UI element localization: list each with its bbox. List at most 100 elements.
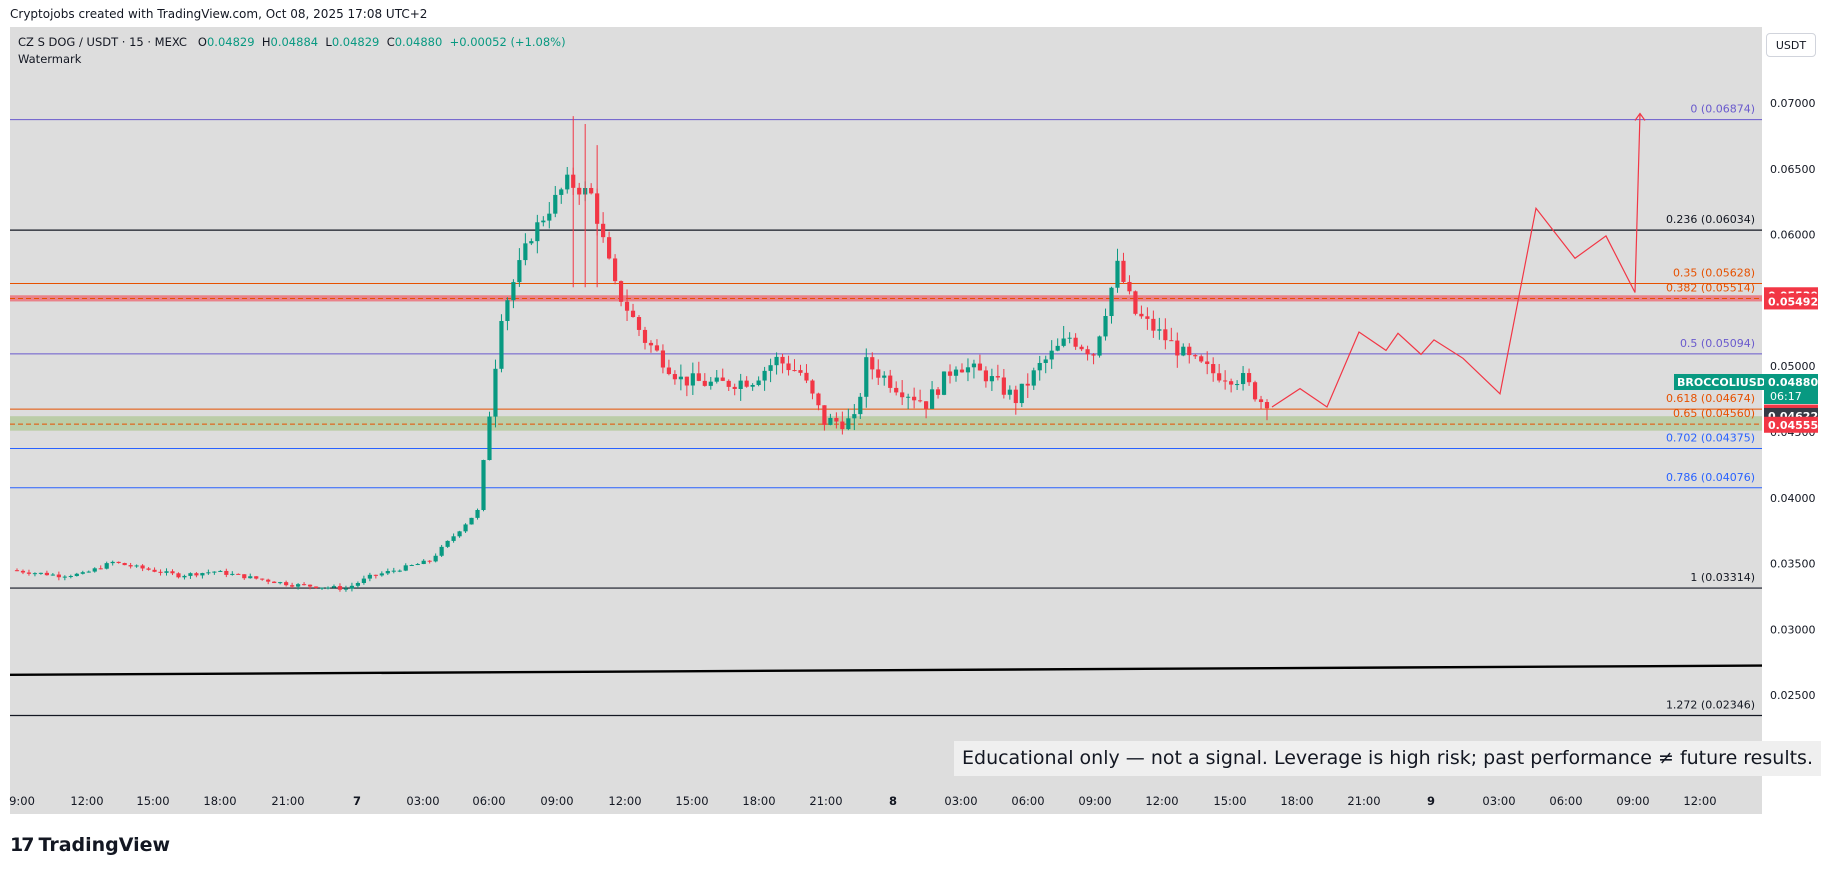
y-tick-label: 0.03000 bbox=[1770, 623, 1816, 636]
price-tag bbox=[1764, 373, 1818, 404]
fib-label-0.702: 0.702 (0.04375) bbox=[1666, 431, 1755, 444]
candle-body bbox=[965, 367, 971, 373]
candle-body bbox=[44, 572, 49, 576]
candle-body bbox=[792, 370, 797, 372]
x-tick-label: 21:00 bbox=[271, 794, 304, 808]
x-tick-label: 12:00 bbox=[608, 794, 641, 808]
candle-body bbox=[947, 371, 953, 376]
x-tick-label: 06:00 bbox=[1549, 794, 1582, 808]
low-label: L bbox=[325, 35, 332, 49]
tradingview-logo[interactable]: 17 TradingView bbox=[10, 834, 170, 856]
candle-body bbox=[481, 460, 486, 511]
candle-body bbox=[1223, 380, 1228, 382]
candle-body bbox=[624, 301, 630, 311]
fib-label-1.272: 1.272 (0.02346) bbox=[1666, 698, 1755, 711]
candle-body bbox=[403, 565, 408, 571]
price-tag-text: 0.04555 bbox=[1768, 419, 1818, 432]
candle-body bbox=[433, 555, 438, 562]
x-tick-label: 18:00 bbox=[203, 794, 236, 808]
candle-body bbox=[20, 570, 26, 573]
candle-body bbox=[176, 573, 181, 578]
candle-body bbox=[714, 377, 719, 382]
candle-body bbox=[1235, 384, 1240, 386]
candle-body bbox=[1187, 346, 1192, 356]
candle-body bbox=[493, 368, 498, 417]
symbol-price-tag bbox=[1674, 373, 1764, 390]
candle-body bbox=[912, 396, 917, 401]
candle-body bbox=[80, 572, 85, 574]
high-value: 0.04884 bbox=[270, 35, 319, 49]
candle-body bbox=[959, 369, 965, 373]
candle-body bbox=[14, 570, 20, 572]
candle-body bbox=[1085, 349, 1090, 355]
x-tick-label: 18:00 bbox=[1280, 794, 1313, 808]
symbol-title[interactable]: CZ S DOG / USDT · 15 · MEXC bbox=[18, 35, 187, 49]
candle-body bbox=[511, 282, 516, 301]
candle-body bbox=[361, 578, 366, 584]
candle-body bbox=[804, 372, 809, 381]
candle-body bbox=[834, 417, 839, 422]
candle-body bbox=[367, 574, 372, 579]
candle-body bbox=[236, 573, 241, 575]
price-tag bbox=[1764, 416, 1818, 433]
candle-body bbox=[768, 365, 773, 371]
candle-body bbox=[230, 573, 235, 575]
currency-unit-button[interactable]: USDT bbox=[1766, 33, 1816, 57]
candle-body bbox=[894, 387, 899, 393]
candle-body bbox=[1151, 318, 1156, 331]
candle-body bbox=[451, 536, 456, 541]
candle-body bbox=[206, 572, 211, 574]
candle-body bbox=[1103, 316, 1108, 337]
symbol-legend: CZ S DOG / USDT · 15 · MEXC O0.04829 H0.… bbox=[18, 34, 566, 68]
candle-body bbox=[254, 576, 259, 579]
candle-body bbox=[415, 564, 420, 566]
candle-body bbox=[541, 220, 546, 223]
candle-body bbox=[266, 579, 271, 582]
candle-body bbox=[900, 392, 905, 398]
candle-body bbox=[212, 571, 217, 573]
candle-body bbox=[68, 576, 73, 578]
candle-body bbox=[517, 260, 522, 283]
candle-body bbox=[439, 546, 444, 556]
x-tick-label: 06:00 bbox=[1011, 794, 1044, 808]
candle-body bbox=[654, 345, 660, 351]
candle-body bbox=[1091, 354, 1096, 356]
candle-body bbox=[822, 405, 827, 425]
candle-body bbox=[1246, 373, 1252, 383]
candle-body bbox=[1133, 291, 1138, 314]
candle-body bbox=[128, 565, 133, 567]
candle-body bbox=[457, 531, 462, 537]
open-value: 0.04829 bbox=[206, 35, 255, 49]
close-value: 0.04880 bbox=[394, 35, 443, 49]
projection-arrow bbox=[1634, 112, 1646, 121]
candle-body bbox=[852, 414, 857, 419]
candle-body bbox=[547, 213, 552, 221]
candle-body bbox=[260, 578, 265, 580]
y-tick-label: 0.06000 bbox=[1770, 229, 1816, 242]
candle-body bbox=[977, 363, 983, 371]
x-tick-label: 9 bbox=[1427, 794, 1435, 808]
candle-body bbox=[678, 376, 683, 380]
candle-body bbox=[1097, 336, 1102, 356]
price-tag bbox=[1764, 293, 1818, 310]
candle-body bbox=[56, 574, 61, 578]
candle-body bbox=[1067, 337, 1072, 339]
candle-body bbox=[1211, 364, 1216, 374]
indicator-watermark[interactable]: Watermark bbox=[18, 52, 82, 66]
candle-body bbox=[38, 572, 44, 574]
x-tick-label: 12:00 bbox=[1145, 794, 1178, 808]
fib-label-0.382: 0.382 (0.05514) bbox=[1666, 282, 1755, 295]
candle-body bbox=[445, 540, 450, 547]
candle-body bbox=[906, 396, 911, 398]
candle-body bbox=[313, 586, 319, 589]
candle-body bbox=[1181, 346, 1186, 356]
y-tick-label: 0.06500 bbox=[1770, 163, 1816, 176]
candle-body bbox=[32, 573, 38, 575]
candle-body bbox=[750, 384, 755, 387]
x-tick-label: 03:00 bbox=[944, 794, 977, 808]
candle-body bbox=[427, 560, 432, 562]
candle-body bbox=[589, 187, 594, 194]
candle-body bbox=[618, 281, 624, 302]
candle-body bbox=[1073, 337, 1078, 347]
candle-body bbox=[660, 350, 666, 368]
